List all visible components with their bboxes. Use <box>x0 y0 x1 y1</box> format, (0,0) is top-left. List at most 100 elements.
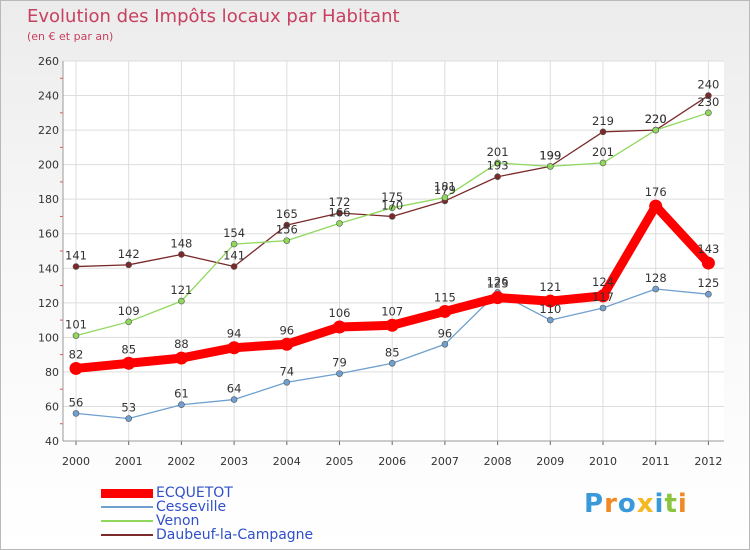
data-point <box>546 316 554 324</box>
data-point <box>441 194 449 201</box>
data-label: 219 <box>592 114 614 128</box>
brand-letter: P <box>584 489 605 519</box>
data-point <box>122 356 136 370</box>
legend-swatch <box>101 534 153 536</box>
legend-label: Cesseville <box>156 499 227 515</box>
data-point <box>125 261 132 269</box>
data-point <box>283 237 291 244</box>
x-tick-label: 2004 <box>273 455 301 468</box>
x-tick-label: 2000 <box>62 455 90 468</box>
data-label: 156 <box>276 223 298 237</box>
x-tick-label: 2003 <box>220 455 248 468</box>
data-label: 117 <box>592 290 614 304</box>
data-label: 106 <box>329 306 351 320</box>
data-label: 88 <box>174 337 189 351</box>
data-label: 201 <box>592 145 614 159</box>
data-label: 179 <box>434 183 456 197</box>
y-tick-label: 120 <box>38 297 59 310</box>
data-label: 126 <box>487 274 509 288</box>
data-label: 220 <box>645 112 667 126</box>
data-point <box>333 320 346 334</box>
data-point <box>494 159 501 167</box>
legend-item: ECQUETOT <box>101 486 313 500</box>
data-label: 142 <box>118 247 140 261</box>
x-tick-label: 2006 <box>378 455 406 468</box>
legend-item: Venon <box>101 514 313 528</box>
legend-label: ECQUETOT <box>156 485 233 501</box>
x-tick-label: 2007 <box>431 455 459 468</box>
data-point <box>599 159 607 167</box>
data-point <box>438 304 452 318</box>
data-label: 181 <box>434 179 456 193</box>
data-label: 125 <box>697 276 719 290</box>
brand-letter: i <box>654 489 665 519</box>
x-tick-label: 2010 <box>589 455 617 468</box>
data-point <box>69 361 83 375</box>
data-point <box>283 221 291 229</box>
data-label: 64 <box>227 382 242 396</box>
x-tick-label: 2011 <box>642 455 670 468</box>
y-tick-label: 80 <box>45 366 59 379</box>
data-label: 94 <box>227 327 242 341</box>
data-point <box>72 332 80 339</box>
data-label: 141 <box>223 249 245 263</box>
data-point <box>546 163 554 170</box>
brand-letter: o <box>617 489 637 519</box>
data-point <box>230 240 238 248</box>
data-label: 201 <box>487 145 509 159</box>
y-tick-label: 200 <box>38 159 59 172</box>
y-tick-label: 220 <box>38 124 59 137</box>
data-label: 143 <box>697 242 719 256</box>
data-label: 170 <box>381 198 403 212</box>
legend-item: Daubeuf-la-Campagne <box>101 528 313 542</box>
data-label: 230 <box>697 95 719 109</box>
x-tick-label: 2001 <box>115 455 143 468</box>
data-point <box>125 318 132 326</box>
data-point <box>178 401 185 409</box>
data-label: 121 <box>170 283 192 297</box>
data-point <box>336 370 343 377</box>
data-label: 193 <box>487 159 509 173</box>
data-point <box>596 289 610 303</box>
brand-logo: Proxiti <box>584 489 688 519</box>
data-label: 96 <box>279 323 294 337</box>
data-label: 123 <box>487 277 509 291</box>
data-point <box>705 92 712 99</box>
data-point <box>599 128 607 136</box>
data-point <box>336 209 343 217</box>
data-label: 53 <box>121 401 136 415</box>
data-point <box>649 199 663 213</box>
chart-title: Evolution des Impôts locaux par Habitant <box>27 6 400 27</box>
data-point <box>599 304 607 312</box>
data-label: 148 <box>170 236 192 250</box>
x-tick-label: 2005 <box>326 455 354 468</box>
data-label: 154 <box>223 226 245 240</box>
data-point <box>701 256 715 270</box>
y-tick-label: 180 <box>38 193 59 206</box>
y-tick-label: 260 <box>38 55 59 68</box>
x-tick-label: 2009 <box>536 455 564 468</box>
data-label: 61 <box>174 387 189 401</box>
data-point <box>705 109 712 117</box>
data-point <box>174 351 188 365</box>
data-label: 107 <box>381 304 403 318</box>
data-label: 124 <box>592 275 614 289</box>
data-label: 110 <box>539 302 561 316</box>
legend-swatch <box>101 506 153 508</box>
y-tick-label: 60 <box>45 400 59 413</box>
data-point <box>336 220 343 227</box>
data-point <box>178 251 185 258</box>
data-point <box>543 294 557 308</box>
data-point <box>388 213 396 220</box>
data-label: 240 <box>697 78 719 92</box>
data-label: 121 <box>539 280 561 294</box>
data-label: 74 <box>279 364 294 378</box>
chart-subtitle: (en € et par an) <box>27 30 114 43</box>
legend-swatch <box>101 488 153 498</box>
data-point <box>125 415 132 422</box>
brand-letter: x <box>636 489 655 519</box>
x-tick-label: 2008 <box>484 455 512 468</box>
y-tick-label: 240 <box>38 90 59 103</box>
